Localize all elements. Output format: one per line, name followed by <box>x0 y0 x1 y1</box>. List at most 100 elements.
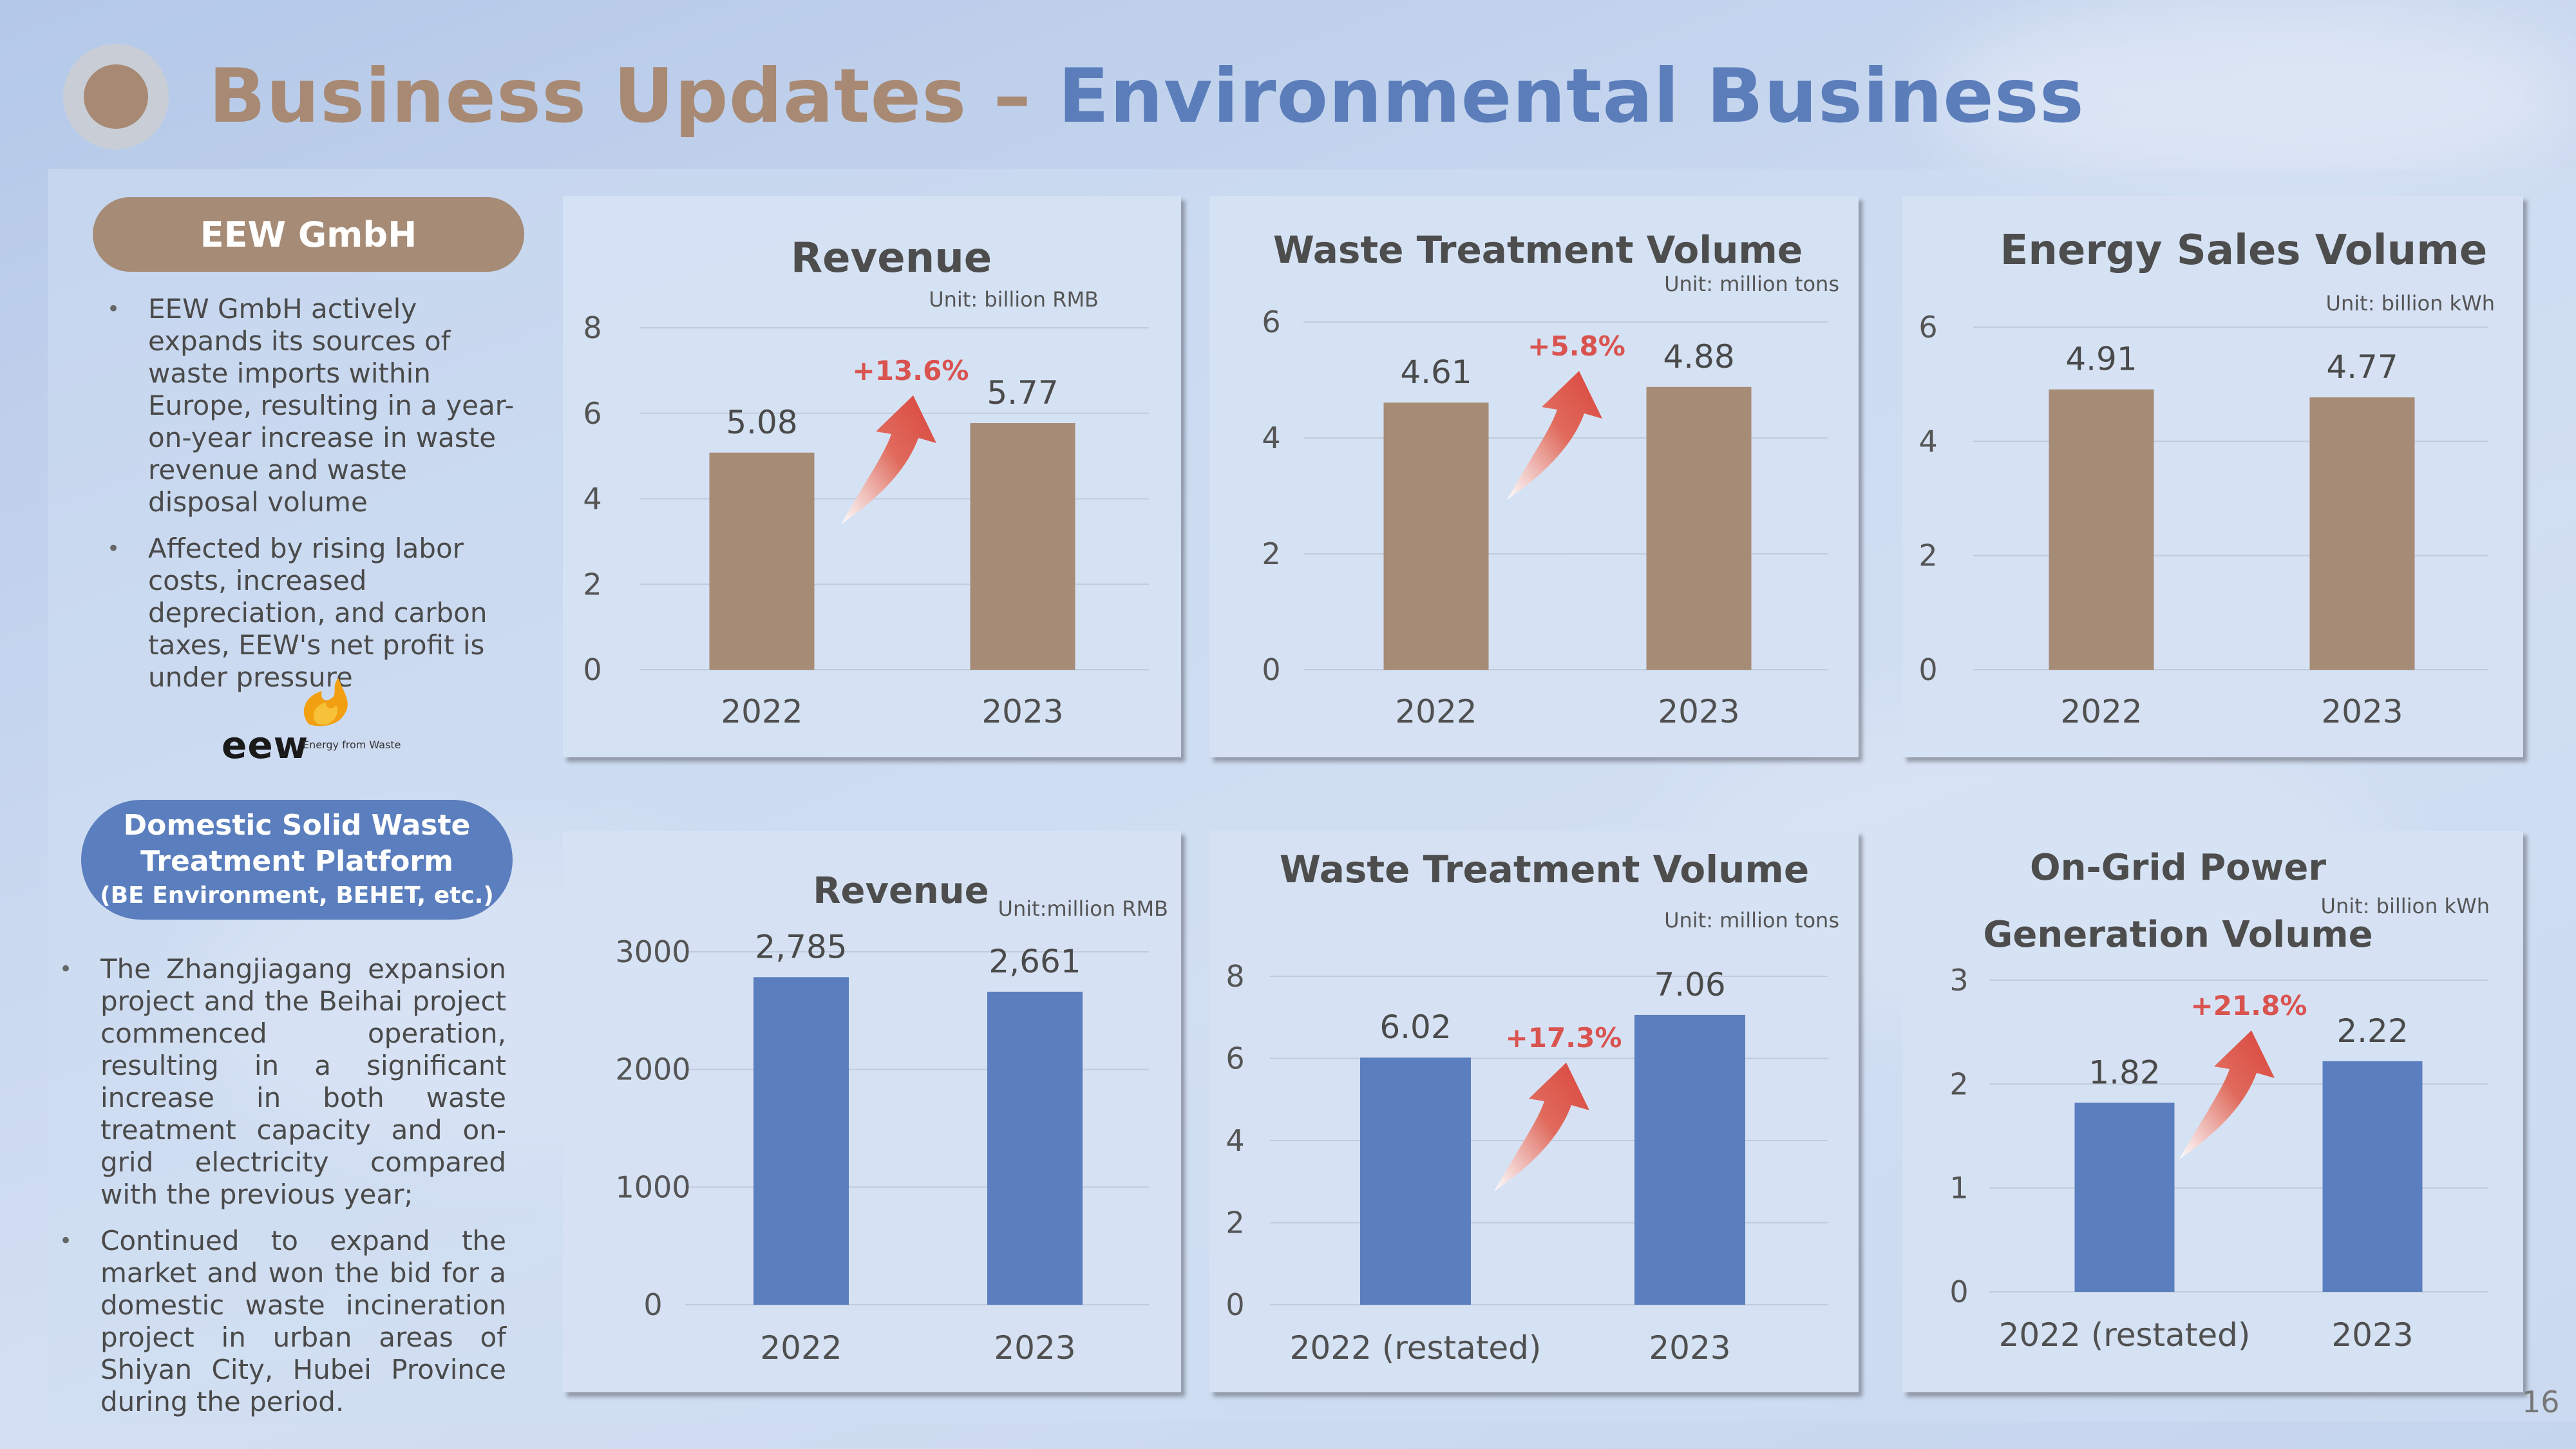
slide-title: Business Updates – Environmental Busines… <box>63 40 2085 153</box>
x-tick-label: 2023 <box>2321 693 2403 730</box>
chart-svg: Revenue Unit: billion RMB 0 2 4 6 8 5.08 2022 5.7… <box>583 234 1149 730</box>
chart-unit-label: Unit: million tons <box>1664 272 1839 296</box>
domestic-note-2: Continued to expand the market and won t… <box>43 1225 506 1418</box>
y-tick-label: 0 <box>583 652 601 687</box>
bar <box>709 452 815 670</box>
x-tick-label: 2023 <box>1658 693 1739 730</box>
chart-unit-label: Unit: billion RMB <box>929 287 1099 312</box>
eew-note-2: Affected by rising labor costs, increase… <box>90 533 515 694</box>
data-label: 5.08 <box>726 404 797 441</box>
eew-note-1: EEW GmbH actively expands its sources of… <box>90 293 515 518</box>
eew-notes: EEW GmbH actively expands its sources of… <box>90 293 515 708</box>
x-tick-label: 2022 (restated) <box>1999 1316 2251 1354</box>
chart-title: Revenue <box>791 234 992 282</box>
x-tick-label: 2022 <box>2060 693 2142 730</box>
y-tick-label: 0 <box>643 1287 662 1322</box>
title-part-2: Environmental Business <box>1058 53 2085 140</box>
x-tick-label: 2022 <box>760 1329 842 1367</box>
data-label: 2.22 <box>2336 1012 2408 1050</box>
y-tick-label: 2 <box>1949 1066 1968 1101</box>
y-tick-label: 6 <box>1918 310 1937 345</box>
growth-label: +21.8% <box>2191 990 2307 1021</box>
chart-title: Revenue <box>813 870 989 912</box>
eew-revenue-chart: Revenue Unit: billion RMB 0 2 4 6 8 5.08 2022 5.7… <box>563 196 1181 757</box>
y-tick-label: 0 <box>1226 1287 1244 1322</box>
chart-title: Generation Volume <box>1983 914 2372 956</box>
x-tick-label: 2023 <box>2331 1316 2413 1354</box>
y-tick-label: 2 <box>583 567 601 601</box>
bar <box>2049 389 2154 670</box>
y-tick-label: 8 <box>1226 959 1244 994</box>
title-text: Business Updates – Environmental Busines… <box>209 53 2085 140</box>
domestic-power-generation-chart: On-Grid Power Generation Volume Unit: bill… <box>1902 831 2523 1392</box>
x-tick-label: 2023 <box>994 1329 1075 1367</box>
y-tick-label: 2 <box>1262 536 1280 571</box>
x-tick-label: 2022 (restated) <box>1290 1329 1542 1367</box>
data-label: 2,785 <box>755 928 847 965</box>
x-tick-label: 2022 <box>721 693 802 730</box>
y-tick-label: 2 <box>1226 1206 1244 1240</box>
domestic-note-1: The Zhangjiagang expansion project and t… <box>43 953 506 1211</box>
domestic-label-line3: (BE Environment, BEHET, etc.) <box>100 882 494 909</box>
chart-title: Energy Sales Volume <box>2000 227 2488 274</box>
bar <box>987 991 1083 1305</box>
y-tick-label: 0 <box>1949 1274 1968 1309</box>
bar <box>1634 1014 1745 1305</box>
domestic-revenue-chart: Revenue Unit:million RMB 0 1000 2000 3000 2,78… <box>563 831 1181 1392</box>
x-tick-label: 2023 <box>1649 1329 1730 1367</box>
domestic-notes: The Zhangjiagang expansion project and t… <box>43 953 506 1432</box>
domestic-waste-volume-chart: Waste Treatment Volume Unit: million tons… <box>1209 831 1859 1392</box>
bar <box>970 423 1075 670</box>
chart-svg: Revenue Unit:million RMB 0 1000 2000 3000 2,78… <box>615 870 1168 1367</box>
domestic-label-pill: Domestic Solid Waste Treatment Platform … <box>81 800 513 920</box>
growth-arrow-icon <box>1507 371 1602 500</box>
y-tick-label: 3 <box>1949 963 1968 998</box>
data-label: 4.61 <box>1400 354 1472 391</box>
bar <box>2322 1061 2423 1292</box>
eew-logo: eew Energy from Waste <box>219 673 412 767</box>
chart-unit-label: Unit: million tons <box>1664 908 1839 933</box>
flame-icon <box>303 678 348 726</box>
y-tick-label: 2000 <box>615 1052 690 1087</box>
eew-waste-volume-chart: Waste Treatment Volume Unit: million tons… <box>1209 196 1859 757</box>
eew-label-pill: EEW GmbH <box>93 197 524 272</box>
y-tick-label: 1000 <box>615 1170 690 1204</box>
data-label: 6.02 <box>1379 1009 1451 1046</box>
y-tick-label: 4 <box>1226 1123 1244 1158</box>
bar <box>1360 1057 1471 1305</box>
growth-label: +5.8% <box>1528 330 1625 362</box>
growth-label: +17.3% <box>1506 1022 1622 1054</box>
y-tick-label: 1 <box>1949 1171 1968 1206</box>
domestic-label-line2: Treatment Platform <box>140 845 453 878</box>
data-label: 4.77 <box>2326 348 2398 386</box>
y-tick-label: 8 <box>583 310 601 345</box>
title-part-1: Business Updates – <box>209 53 1059 140</box>
y-tick-label: 0 <box>1918 652 1937 687</box>
chart-unit-label: Unit:million RMB <box>998 896 1168 921</box>
data-label: 1.82 <box>2088 1054 2160 1091</box>
y-tick-label: 2 <box>1918 538 1937 573</box>
domestic-label-line1: Domestic Solid Waste <box>123 809 471 842</box>
chart-unit-label: Unit: billion kWh <box>2321 894 2490 918</box>
bar <box>1646 386 1752 670</box>
growth-arrow-icon <box>841 395 936 524</box>
chart-title: On-Grid Power <box>2030 847 2326 889</box>
y-tick-label: 3000 <box>615 934 690 969</box>
title-bullet-icon <box>63 43 169 149</box>
growth-arrow-icon <box>1494 1063 1589 1191</box>
y-tick-label: 4 <box>1918 424 1937 459</box>
x-tick-label: 2023 <box>981 693 1063 730</box>
data-label: 5.77 <box>987 374 1058 412</box>
growth-arrow-icon <box>2179 1030 2275 1159</box>
data-label: 4.88 <box>1663 338 1734 375</box>
data-label: 2,661 <box>989 943 1081 980</box>
bar <box>2074 1103 2175 1292</box>
eew-energy-sales-chart: Energy Sales Volume Unit: billion kWh 0 2 4 6… <box>1902 196 2523 757</box>
bar <box>2309 397 2415 670</box>
y-tick-label: 4 <box>1262 421 1280 455</box>
y-tick-label: 6 <box>583 396 601 431</box>
eew-label: EEW GmbH <box>200 214 417 255</box>
